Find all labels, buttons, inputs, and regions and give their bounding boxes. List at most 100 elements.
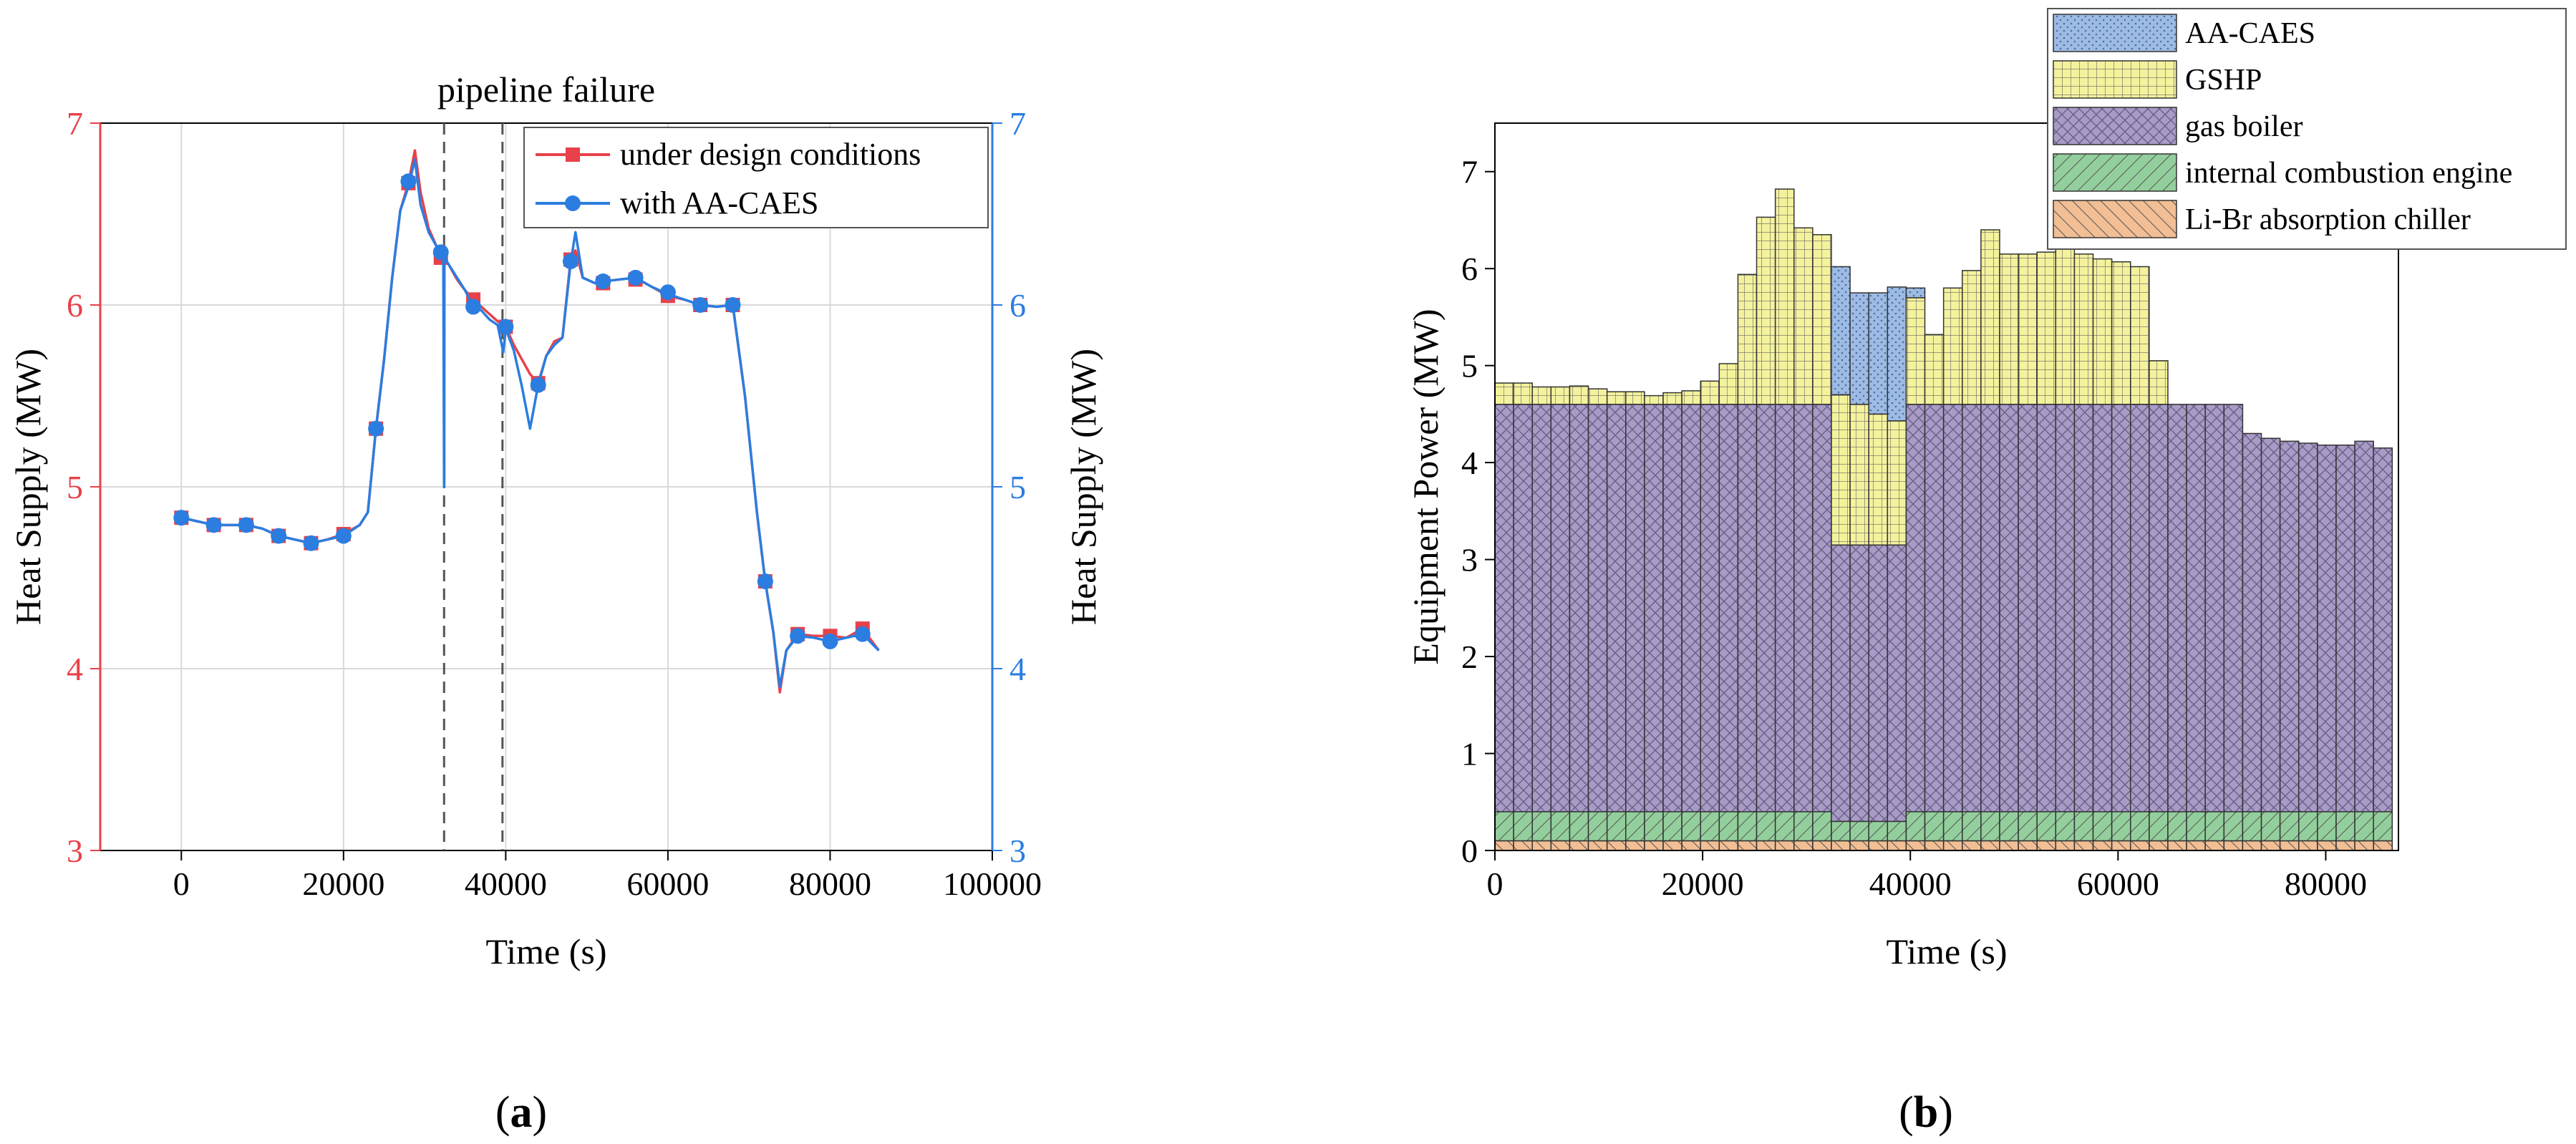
b-bar-libr-11 <box>1700 840 1720 851</box>
a-series-1-marker-3 <box>271 528 287 544</box>
b-bar-gas_boiler-40 <box>2242 432 2262 813</box>
b-bar-libr-21 <box>1887 840 1907 851</box>
b-bar-libr-35 <box>2149 840 2169 851</box>
b-bar-libr-6 <box>1606 840 1627 851</box>
b-bar-gas_boiler-28 <box>2018 404 2038 813</box>
b-legend-swatch-gshp <box>2053 60 2177 99</box>
b-bar-libr-9 <box>1662 840 1682 851</box>
b-y-tick-label-2: 2 <box>1461 639 1478 675</box>
b-bar-ice-37 <box>2186 811 2206 842</box>
b-bar-libr-43 <box>2297 840 2318 851</box>
b-bar-libr-14 <box>1756 840 1776 851</box>
b-bar-gas_boiler-25 <box>1962 404 1982 813</box>
b-bar-libr-16 <box>1793 840 1814 851</box>
b-bar-gshp-9 <box>1662 392 1682 405</box>
a-x-axis-label: Time (s) <box>485 931 606 971</box>
b-y-tick-label-3: 3 <box>1461 542 1478 578</box>
b-bar-ice-32 <box>2092 811 2113 842</box>
b-bar-gshp-35 <box>2149 360 2169 405</box>
b-bar-gas_boiler-46 <box>2354 440 2374 813</box>
a-series-1-marker-8 <box>432 244 449 261</box>
b-bar-libr-30 <box>2055 840 2076 851</box>
b-bar-libr-5 <box>1587 840 1608 851</box>
b-bar-gshp-27 <box>1999 253 2019 405</box>
b-bar-gshp-30 <box>2055 248 2076 405</box>
a-series-1-marker-7 <box>400 173 417 190</box>
b-bar-gas_boiler-8 <box>1644 404 1664 813</box>
b-bar-gas_boiler-10 <box>1681 404 1701 813</box>
a-left-y-tick-label-1: 4 <box>67 651 83 687</box>
b-bar-ice-42 <box>2279 811 2300 842</box>
a-legend-label-caes: with AA-CAES <box>620 185 818 220</box>
a-x-tick-label-2: 40000 <box>465 866 547 902</box>
b-bar-gas_boiler-26 <box>1980 404 2000 813</box>
b-bar-gas_boiler-38 <box>2204 404 2225 813</box>
b-bar-aa_caes-21 <box>1887 286 1907 422</box>
b-bar-ice-20 <box>1868 820 1889 842</box>
b-bar-gas_boiler-15 <box>1774 404 1795 813</box>
b-bar-ice-6 <box>1606 811 1627 842</box>
a-series-1-marker-16 <box>692 297 709 313</box>
b-bar-ice-30 <box>2055 811 2076 842</box>
b-bar-libr-31 <box>2073 840 2094 851</box>
b-bar-gshp-4 <box>1569 385 1589 405</box>
b-bar-libr-23 <box>1924 840 1945 851</box>
b-bar-gshp-15 <box>1774 188 1795 405</box>
b-bar-ice-15 <box>1774 811 1795 842</box>
b-legend-label-gshp: GSHP <box>2185 64 2262 97</box>
b-bar-ice-16 <box>1793 811 1814 842</box>
b-y-tick-label-1: 1 <box>1461 736 1478 772</box>
b-bar-gas_boiler-32 <box>2092 404 2113 813</box>
b-bar-ice-33 <box>2111 811 2131 842</box>
b-bar-ice-36 <box>2167 811 2187 842</box>
b-bar-gas_boiler-39 <box>2223 404 2244 813</box>
b-bar-libr-19 <box>1849 840 1869 851</box>
b-bar-gas_boiler-5 <box>1587 404 1608 813</box>
b-bar-gshp-23 <box>1924 334 1945 405</box>
b-bar-gas_boiler-21 <box>1887 544 1907 823</box>
a-left-y-tick-label-3: 6 <box>67 287 83 324</box>
a-series-line-1 <box>180 158 880 689</box>
b-bar-ice-3 <box>1550 811 1571 842</box>
b-bar-libr-20 <box>1868 840 1889 851</box>
b-bar-ice-35 <box>2149 811 2169 842</box>
b-y-axis-ticks: 0 1 2 3 4 5 6 7 <box>1461 154 1495 869</box>
b-bar-ice-28 <box>2018 811 2038 842</box>
b-bar-gas_boiler-42 <box>2279 440 2300 813</box>
b-bar-gas_boiler-1 <box>1513 404 1533 813</box>
a-series-1-marker-4 <box>303 535 319 551</box>
a-series-1-marker-18 <box>757 573 773 590</box>
b-bar-libr-15 <box>1774 840 1795 851</box>
b-bar-ice-23 <box>1924 811 1945 842</box>
a-grid <box>100 122 993 851</box>
b-bar-ice-43 <box>2297 811 2318 842</box>
b-bar-gas_boiler-6 <box>1606 404 1627 813</box>
b-bar-gshp-24 <box>1942 287 1963 405</box>
a-legend: under design conditions with AA-CAES <box>523 127 989 228</box>
b-bar-ice-34 <box>2130 811 2150 842</box>
b-bar-gas_boiler-0 <box>1494 404 1514 813</box>
b-bar-gas_boiler-33 <box>2111 404 2131 813</box>
b-bar-gas_boiler-41 <box>2260 437 2281 813</box>
b-bar-gas_boiler-47 <box>2373 447 2393 813</box>
b-bar-libr-3 <box>1550 840 1571 851</box>
a-x-tick-label-5: 100000 <box>943 866 1042 902</box>
b-bar-gas_boiler-4 <box>1569 404 1589 813</box>
b-bar-ice-9 <box>1662 811 1682 842</box>
b-bar-ice-25 <box>1962 811 1982 842</box>
b-x-tick-label-0: 0 <box>1487 866 1504 902</box>
b-bar-ice-46 <box>2354 811 2374 842</box>
b-bar-libr-18 <box>1831 840 1851 851</box>
b-bar-ice-44 <box>2317 811 2337 842</box>
b-bar-libr-26 <box>1980 840 2000 851</box>
b-bar-gshp-25 <box>1962 270 1982 405</box>
b-bar-gshp-2 <box>1531 386 1552 405</box>
a-chart-title: pipeline failure <box>437 69 655 110</box>
panel-b-caption: (b) <box>1899 1088 1953 1137</box>
b-legend-label-ice: internal combustion engine <box>2185 157 2512 190</box>
b-bar-gas_boiler-29 <box>2036 404 2057 813</box>
b-bar-libr-40 <box>2242 840 2262 851</box>
b-bar-ice-2 <box>1531 811 1552 842</box>
a-right-y-tick-label-3: 6 <box>1009 287 1026 324</box>
